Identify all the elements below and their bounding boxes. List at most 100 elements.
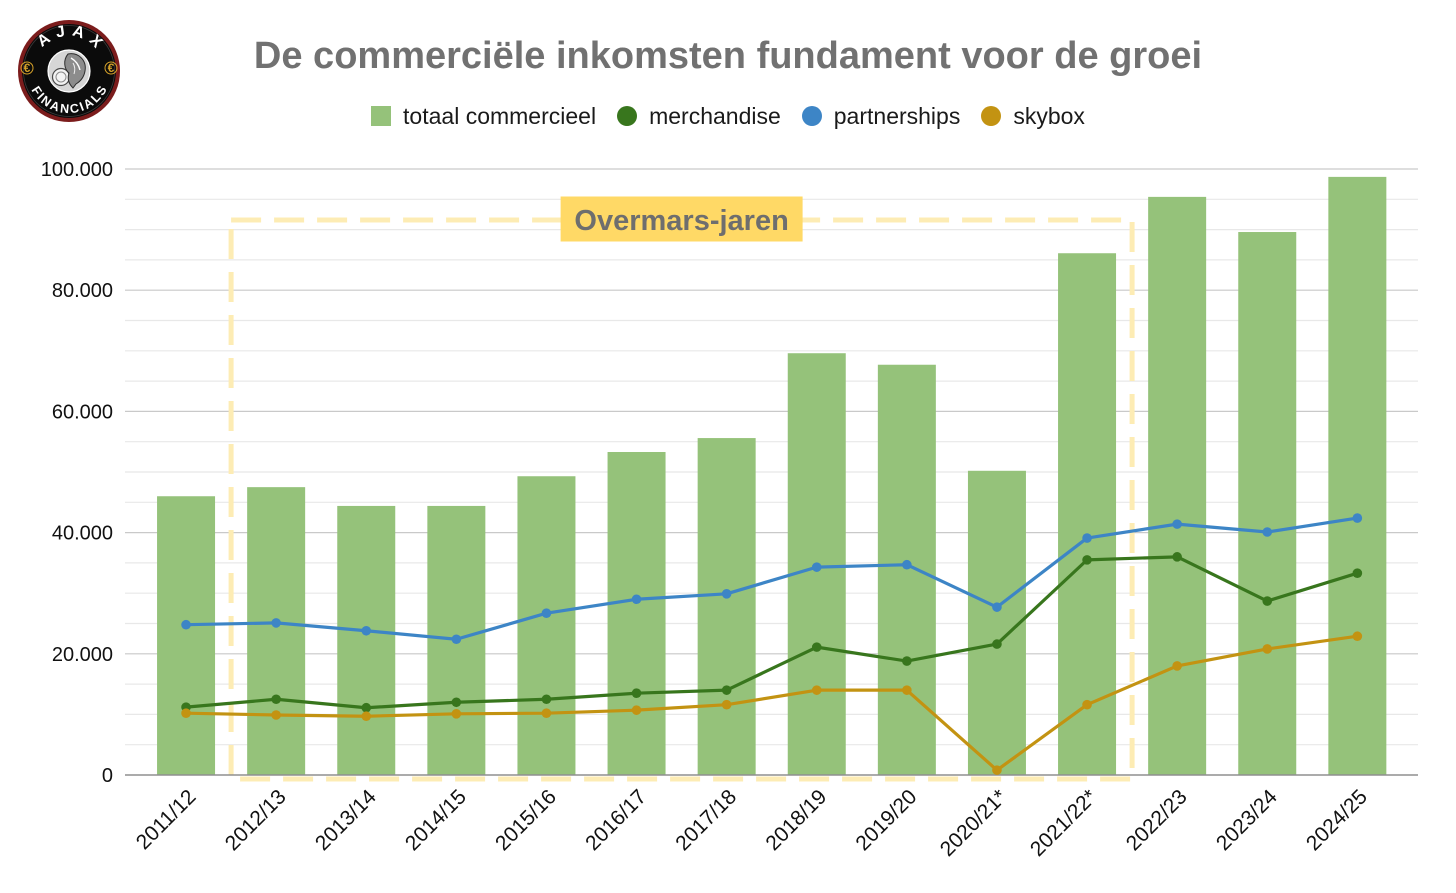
point-skybox xyxy=(1262,644,1273,654)
legend: totaal commercieel merchandise partnersh… xyxy=(0,102,1456,130)
x-tick-label: 2022/23 xyxy=(1122,785,1192,855)
x-tick-label: 2024/25 xyxy=(1302,785,1372,855)
legend-label: skybox xyxy=(1013,102,1085,129)
point-merchandise xyxy=(1262,596,1273,606)
legend-swatch-circle xyxy=(801,106,822,126)
point-skybox xyxy=(541,708,552,718)
point-partnerships xyxy=(1172,519,1182,529)
bar-totaal-commercieel xyxy=(157,496,216,775)
point-skybox xyxy=(1352,631,1363,642)
point-skybox xyxy=(361,711,372,722)
point-partnerships xyxy=(721,589,732,599)
chart-title: De commerciële inkomsten fundament voor … xyxy=(253,35,1203,77)
x-axis-labels: 2011/12 2012/13 2013/14 2014/15 2015/16 2016/… xyxy=(132,785,1372,861)
logo-right-coin xyxy=(104,61,118,75)
legend-item-partnerships: partnerships xyxy=(801,102,961,130)
x-tick-label: 2017/18 xyxy=(671,785,741,855)
point-partnerships xyxy=(451,634,462,645)
x-tick-label: 2013/14 xyxy=(311,785,381,855)
point-merchandise xyxy=(992,639,1002,649)
point-merchandise xyxy=(811,642,822,652)
y-tick-label: 100.000 xyxy=(41,159,113,181)
point-partnerships xyxy=(1352,513,1363,523)
legend-item-totaal-commercieel: totaal commercieel xyxy=(371,103,596,130)
point-merchandise xyxy=(1172,552,1182,562)
point-partnerships xyxy=(811,562,822,572)
series-skybox xyxy=(181,631,1363,775)
bar-totaal-commercieel xyxy=(967,470,1026,775)
bar-totaal-commercieel xyxy=(337,505,396,775)
x-tick-label: 2019/20 xyxy=(851,785,921,855)
y-tick-label: 40.000 xyxy=(52,523,113,545)
euro-symbol-right: € xyxy=(108,61,115,75)
point-merchandise xyxy=(721,685,732,695)
point-merchandise xyxy=(631,688,642,698)
x-tick-label: 2021/22* xyxy=(1026,785,1102,861)
x-tick-label: 2014/15 xyxy=(401,785,471,855)
series-partnerships xyxy=(181,513,1363,645)
legend-swatch-square xyxy=(371,106,392,126)
point-merchandise xyxy=(902,656,912,666)
legend-item-skybox: skybox xyxy=(981,103,1085,130)
line-merchandise xyxy=(184,555,1359,710)
point-merchandise xyxy=(451,697,462,708)
line-series xyxy=(181,513,1363,775)
point-skybox xyxy=(1082,699,1092,710)
point-skybox xyxy=(451,708,462,719)
x-tick-label: 2016/17 xyxy=(581,785,651,855)
annotation-label-group: Overmars-jaren xyxy=(560,196,803,242)
y-tick-label: 20.000 xyxy=(52,644,113,666)
legend-swatch-circle xyxy=(981,106,1002,126)
line-partnerships xyxy=(184,516,1359,641)
point-partnerships xyxy=(631,594,642,605)
point-partnerships xyxy=(902,559,912,570)
point-skybox xyxy=(721,699,732,710)
point-skybox xyxy=(992,765,1002,775)
bar-totaal-commercieel xyxy=(1058,253,1117,775)
x-tick-label: 2011/12 xyxy=(132,785,201,854)
euro-symbol-left: € xyxy=(24,61,31,75)
bar-totaal-commercieel xyxy=(247,487,306,775)
annotation-label-box xyxy=(560,196,803,242)
point-partnerships xyxy=(992,602,1002,612)
y-tick-label: 80.000 xyxy=(52,280,113,302)
bar-totaal-commercieel xyxy=(1238,232,1297,776)
bar-totaal-commercieel xyxy=(1328,176,1387,776)
bar-totaal-commercieel xyxy=(517,476,576,775)
point-partnerships xyxy=(271,618,281,628)
legend-label: partnerships xyxy=(833,102,961,129)
point-partnerships xyxy=(541,608,552,618)
point-partnerships xyxy=(181,619,191,630)
ajax-head-coins-icon xyxy=(47,49,91,93)
y-tick-label: 0 xyxy=(102,765,113,787)
point-merchandise xyxy=(271,694,281,705)
bar-totaal-commercieel xyxy=(1148,196,1207,776)
point-partnerships xyxy=(1262,527,1273,537)
point-skybox xyxy=(902,685,912,695)
point-merchandise xyxy=(1352,568,1363,579)
point-partnerships xyxy=(361,625,372,636)
bar-totaal-commercieel xyxy=(607,452,666,775)
bars xyxy=(157,176,1387,776)
series-merchandise xyxy=(181,552,1363,713)
annotation-label: Overmars-jaren xyxy=(574,205,788,237)
bar-totaal-commercieel xyxy=(697,438,756,775)
point-partnerships xyxy=(1082,533,1092,543)
bar-totaal-commercieel xyxy=(877,364,936,775)
x-tick-label: 2018/19 xyxy=(761,785,831,855)
x-tick-label: 2012/13 xyxy=(221,785,291,855)
x-tick-label: 2023/24 xyxy=(1212,785,1282,855)
point-merchandise xyxy=(541,694,552,705)
x-tick-label: 2015/16 xyxy=(491,785,561,855)
legend-item-merchandise: merchandise xyxy=(617,103,781,130)
point-skybox xyxy=(271,710,281,720)
point-skybox xyxy=(181,708,191,718)
point-merchandise xyxy=(361,702,372,713)
x-tick-label: 2020/21* xyxy=(936,785,1012,861)
legend-label: merchandise xyxy=(649,102,781,129)
legend-label: totaal commercieel xyxy=(403,102,597,129)
point-merchandise xyxy=(1082,555,1092,565)
ajax-financials-logo: AJAX FINANCIALS € € xyxy=(18,20,120,122)
